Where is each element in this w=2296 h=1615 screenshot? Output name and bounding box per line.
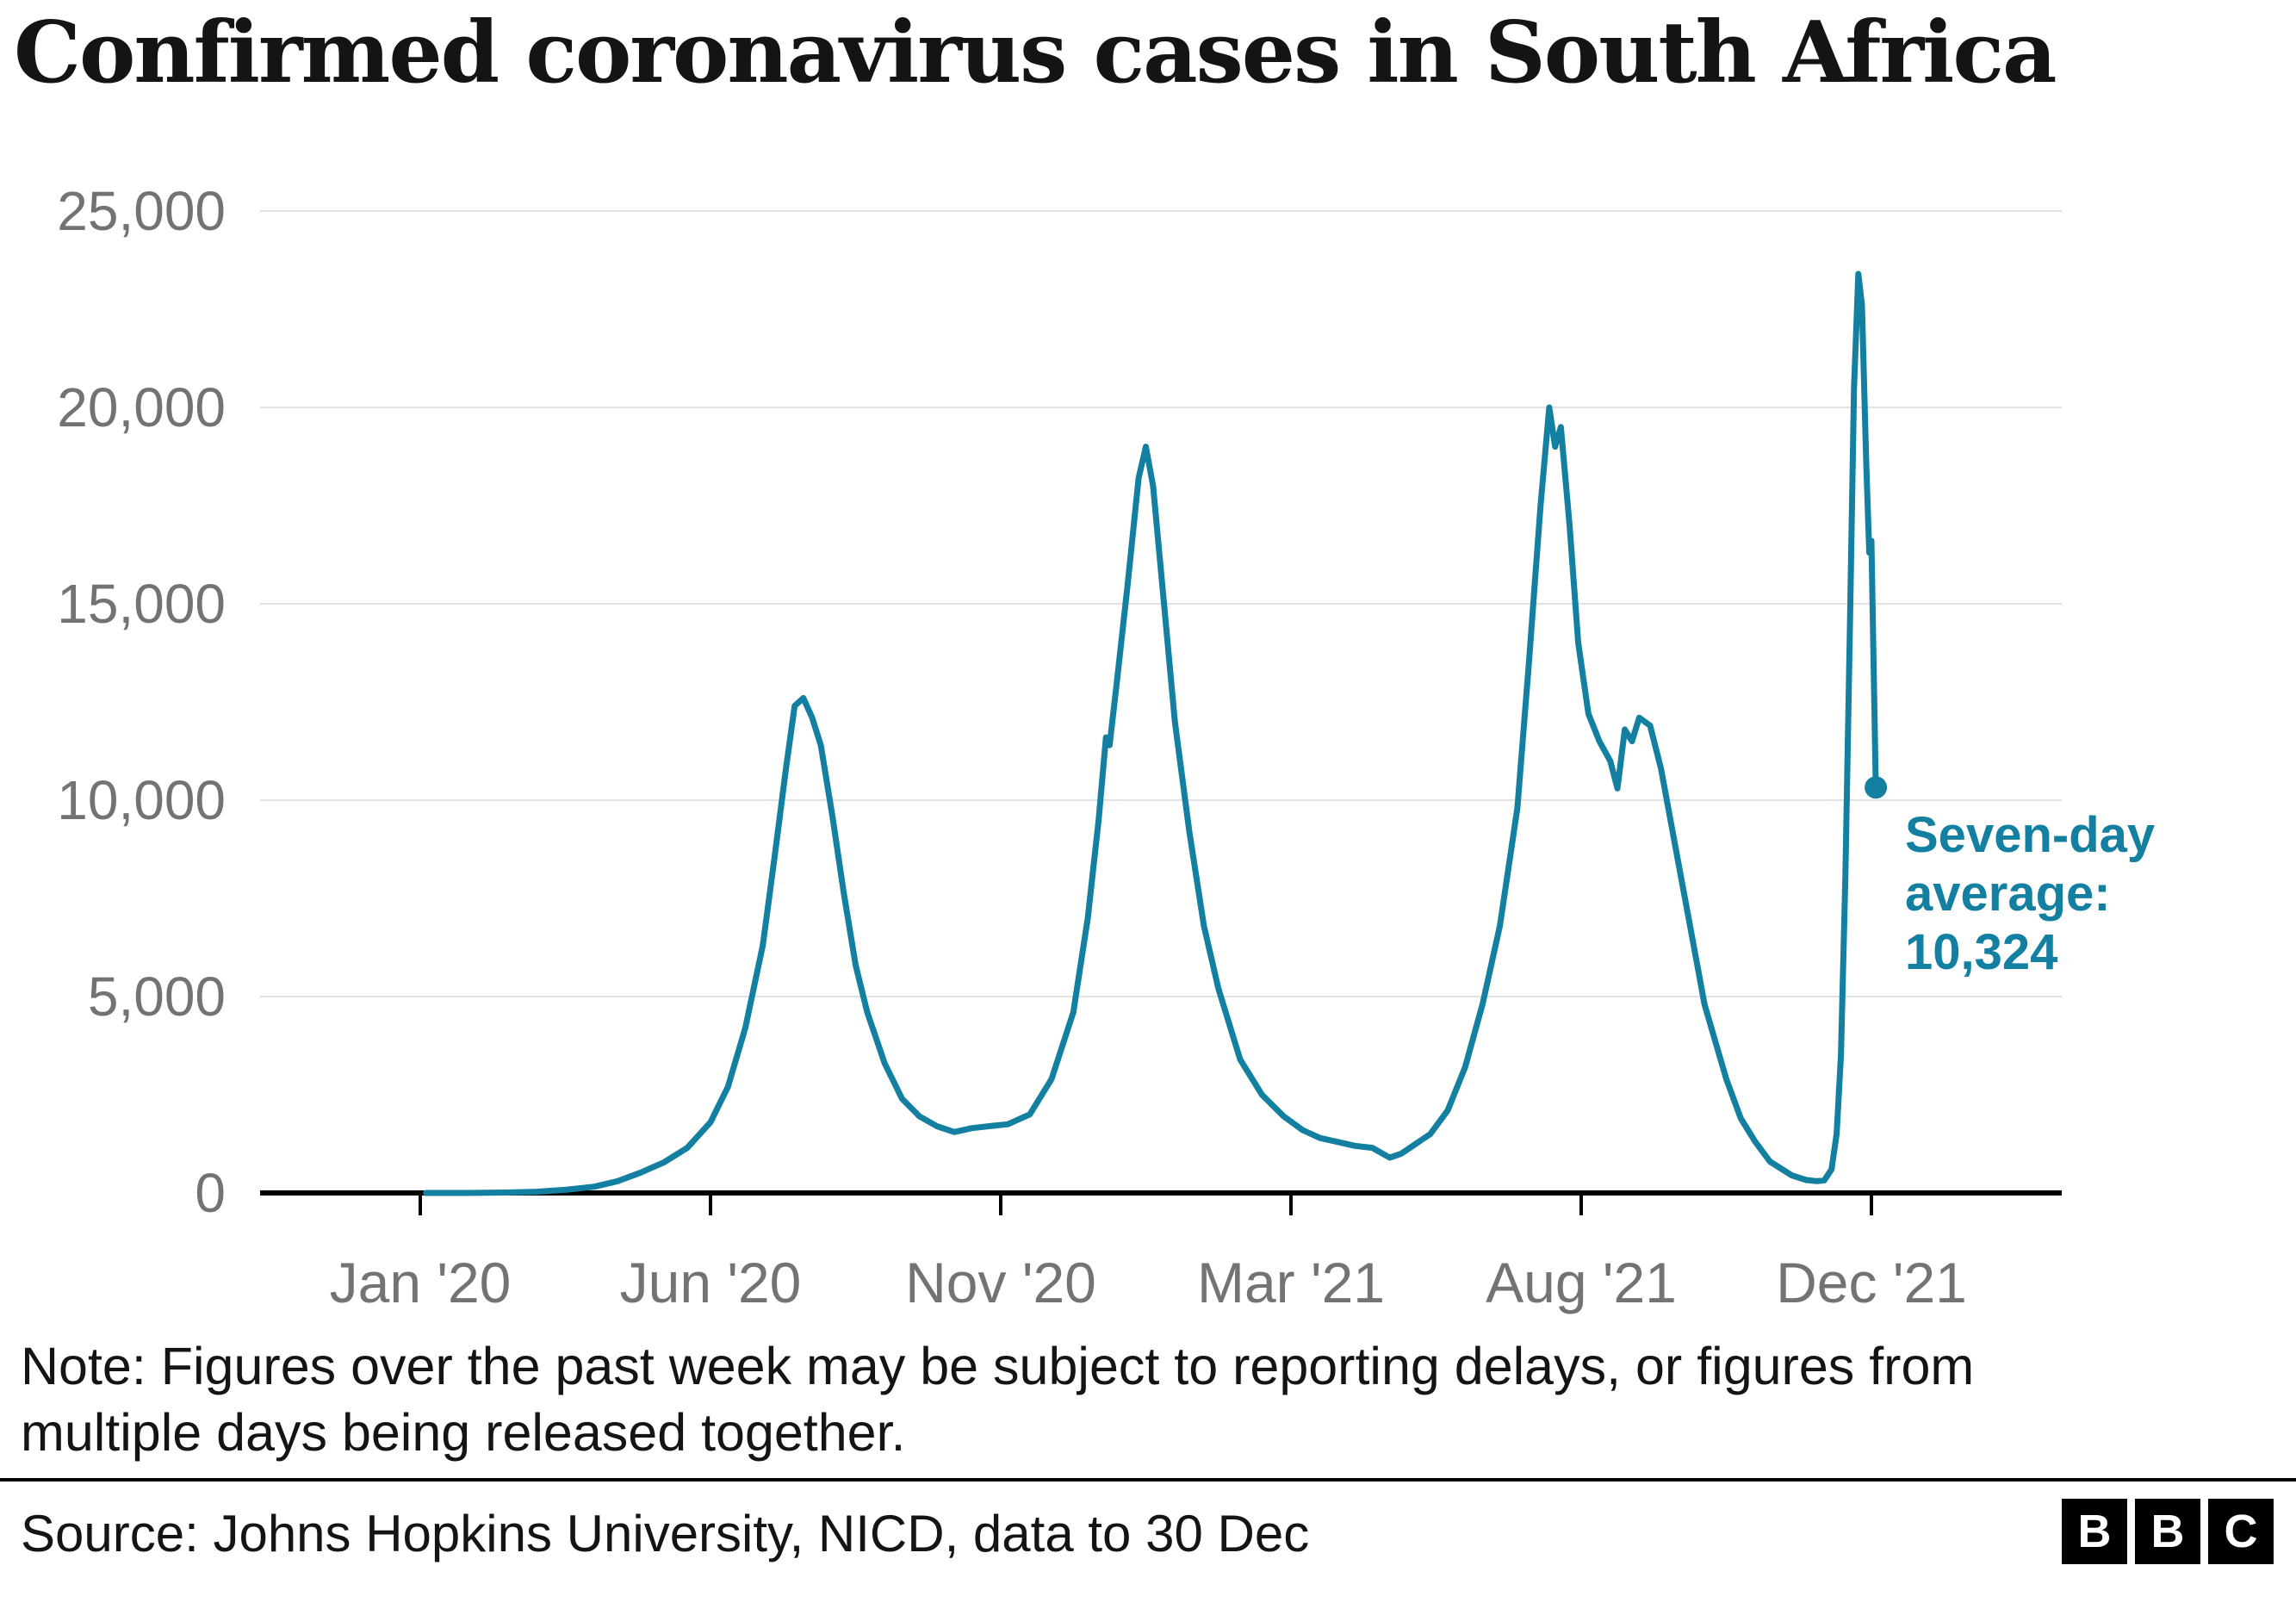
source-bar: Source: Johns Hopkins University, NICD, … — [0, 1478, 2296, 1615]
y-axis-label: 20,000 — [57, 376, 226, 438]
y-axis-label: 10,000 — [57, 769, 226, 831]
last-value-dot — [1865, 776, 1888, 799]
y-axis-label: 25,000 — [57, 180, 226, 242]
annotation-value: 10,324 — [1905, 923, 2058, 980]
x-axis-label: Jun '20 — [620, 1251, 802, 1314]
chart-title: Confirmed coronavirus cases in South Afr… — [14, 3, 2057, 102]
x-axis-label: Aug '21 — [1486, 1251, 1677, 1314]
x-axis-label: Nov '20 — [905, 1251, 1096, 1314]
y-axis-label: 5,000 — [88, 966, 226, 1028]
note-text: Note: Figures over the past week may be … — [21, 1337, 1975, 1462]
source-text: Source: Johns Hopkins University, NICD, … — [21, 1505, 1310, 1562]
y-axis-label: 15,000 — [57, 573, 226, 635]
y-axis-label: 0 — [195, 1162, 226, 1224]
bbc-logo-letter-c: C — [2208, 1499, 2274, 1564]
seven-day-average-line — [423, 270, 1879, 1196]
x-axis-label: Dec '21 — [1776, 1251, 1967, 1314]
bbc-logo-letter-b1: B — [2062, 1499, 2127, 1564]
annotation-line-2: average: — [1905, 865, 2111, 922]
annotation-line-1: Seven-day — [1905, 807, 2156, 863]
bbc-logo: B B C — [2062, 1499, 2274, 1564]
x-axis-label: Mar '21 — [1197, 1251, 1385, 1314]
bbc-logo-letter-b2: B — [2135, 1499, 2200, 1564]
seven-day-average-annotation: Seven-day average: 10,324 — [1905, 806, 2155, 982]
x-axis-label: Jan '20 — [330, 1251, 512, 1314]
